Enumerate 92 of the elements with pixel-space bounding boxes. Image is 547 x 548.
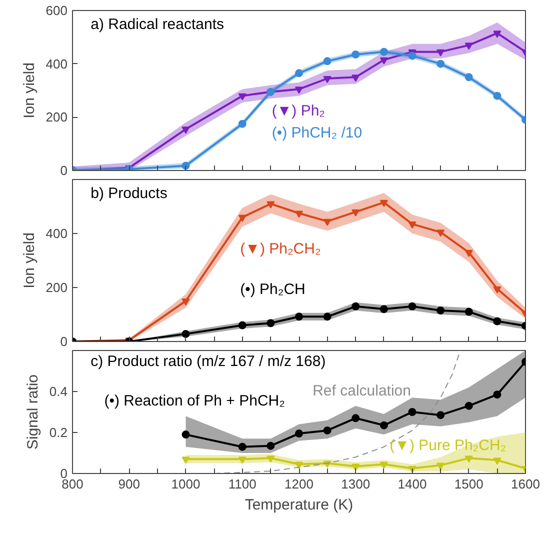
x-tick-label: 1000	[171, 476, 200, 492]
point	[380, 421, 388, 430]
point	[295, 210, 303, 218]
x-tick-label: 1600	[511, 476, 540, 492]
series-label: (•) PhCH₂ /10	[272, 124, 362, 142]
point	[464, 456, 473, 463]
point	[323, 76, 332, 84]
x-tick-label: 1200	[284, 476, 314, 492]
y-axis-title: Ion yield	[20, 232, 38, 288]
chart-title: b) Products	[90, 185, 168, 202]
point	[352, 414, 360, 422]
point	[493, 458, 502, 465]
y-axis-title: Ion yield	[20, 62, 38, 118]
point	[464, 73, 473, 82]
x-tick-label: 1300	[341, 476, 370, 492]
point	[436, 49, 445, 56]
point	[323, 57, 332, 66]
point	[238, 442, 246, 451]
point	[238, 120, 246, 128]
x-tick-label: 1100	[228, 476, 256, 492]
point	[182, 456, 190, 464]
point	[380, 462, 388, 469]
y-tick-label: 200	[46, 110, 68, 125]
point	[238, 321, 246, 330]
x-tick-label: 1500	[454, 476, 484, 492]
point	[352, 302, 360, 310]
point	[380, 57, 388, 64]
point	[352, 50, 360, 58]
y-axis-title: Signal ratio	[24, 374, 42, 450]
y-tick-label: 0	[60, 334, 68, 349]
point	[352, 209, 360, 216]
point	[238, 214, 246, 222]
y-tick-label: 400	[46, 226, 68, 241]
series-label: (▼) Ph₂	[272, 102, 326, 120]
series-label: (▼) Pure Ph₂CH₂	[390, 436, 506, 454]
y-tick-label: 0.2	[49, 425, 68, 440]
point	[323, 426, 332, 434]
point	[408, 52, 416, 60]
point	[464, 250, 473, 257]
point	[295, 430, 303, 438]
point	[182, 430, 190, 439]
point	[295, 86, 303, 94]
series-label: (•) Reaction of Ph + PhCH₂	[104, 392, 286, 410]
point	[436, 411, 445, 420]
point	[493, 390, 502, 399]
point	[464, 402, 473, 410]
point	[238, 456, 246, 464]
chart-title: c) Product ratio (m/z 167 / m/z 168)	[90, 353, 326, 370]
point	[182, 126, 190, 134]
point	[266, 319, 275, 328]
point	[352, 464, 360, 471]
point	[436, 230, 445, 237]
point	[493, 317, 502, 326]
point	[464, 308, 473, 316]
point	[408, 222, 416, 229]
x-axis-title: Temperature (K)	[244, 496, 354, 514]
series-label: (▼) Ph₂CH₂	[240, 240, 321, 258]
point	[436, 306, 445, 314]
point	[266, 201, 275, 208]
point	[266, 456, 275, 463]
x-tick-label: 900	[118, 476, 140, 492]
point	[380, 305, 388, 314]
point	[493, 30, 502, 38]
point	[464, 42, 473, 50]
point	[323, 312, 332, 321]
point	[380, 200, 388, 207]
y-tick-label: 0	[60, 163, 68, 178]
series-label: Ref calculation	[312, 382, 411, 400]
point	[295, 462, 303, 469]
y-tick-label: 400	[46, 56, 68, 72]
point	[182, 330, 190, 338]
point	[408, 302, 416, 310]
point	[352, 74, 360, 82]
x-tick-label: 1400	[398, 476, 427, 492]
y-tick-label: 0.4	[49, 384, 68, 399]
point	[295, 69, 303, 78]
point	[266, 442, 275, 450]
series-label: (•) Ph₂CH	[240, 280, 306, 298]
point	[323, 218, 332, 226]
point	[238, 93, 246, 100]
point	[493, 92, 502, 100]
point	[182, 298, 190, 306]
point	[380, 48, 388, 56]
point	[408, 408, 416, 416]
point	[493, 286, 502, 294]
point	[436, 60, 445, 68]
chart-title: a) Radical reactants	[90, 16, 224, 33]
point	[436, 462, 445, 470]
point	[182, 162, 190, 170]
y-tick-label: 600	[46, 3, 68, 18]
point	[295, 312, 303, 321]
y-tick-label: 200	[46, 280, 68, 295]
